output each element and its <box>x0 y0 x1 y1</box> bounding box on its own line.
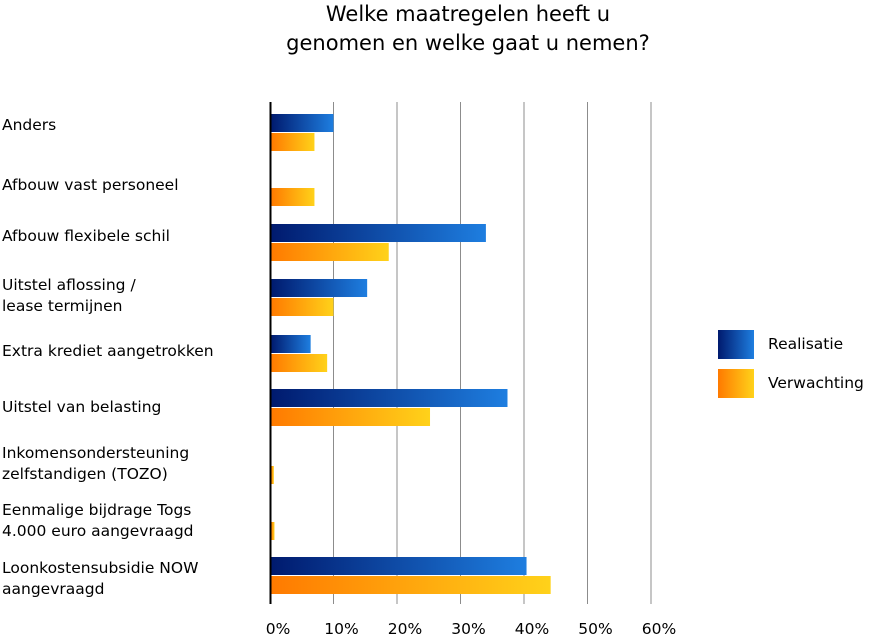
bar-verwachting <box>271 408 431 426</box>
bar-realisatie <box>271 224 486 242</box>
legend-label-realisatie: Realisatie <box>768 335 844 353</box>
category-label-uitstel-aflossing: Uitstel aflossing / lease termijnen <box>2 276 136 315</box>
legend-swatch-realisatie <box>718 329 754 359</box>
bars <box>271 114 551 594</box>
category-label-togs: Eenmalige bijdrage Togs 4.000 euro aange… <box>2 501 194 540</box>
bar-realisatie <box>271 557 527 575</box>
chart-title-line-2: genomen en welke gaat u nemen? <box>286 31 650 55</box>
x-tick-label: 60% <box>641 620 677 638</box>
x-tick-label: 10% <box>324 620 359 638</box>
x-tick-label: 20% <box>387 620 423 638</box>
x-tick-label: 0% <box>265 620 291 638</box>
bar-verwachting <box>271 188 315 206</box>
chart-title-line-1: Welke maatregelen heeft u <box>325 2 611 26</box>
x-tick-label: 40% <box>514 620 550 638</box>
x-tick-label: 50% <box>578 620 613 638</box>
bar-realisatie <box>271 114 334 132</box>
bar-verwachting <box>271 576 551 594</box>
x-tick-label: 30% <box>451 620 486 638</box>
bar-verwachting <box>271 466 274 484</box>
legend-item-realisatie: Realisatie <box>718 329 843 359</box>
bar-realisatie <box>271 389 508 407</box>
category-label-extra-krediet: Extra krediet aangetrokken <box>2 342 214 360</box>
bar-verwachting <box>271 298 334 316</box>
bar-verwachting <box>271 243 389 261</box>
legend-swatch-verwachting <box>718 368 754 398</box>
bar-realisatie <box>271 279 368 297</box>
category-label-uitstel-belasting: Uitstel van belasting <box>2 398 162 416</box>
category-label-afbouw-vast-personeel: Afbouw vast personeel <box>2 176 179 194</box>
category-label-anders: Anders <box>2 116 57 134</box>
category-label-afbouw-flexibele-schil: Afbouw flexibele schil <box>2 227 170 245</box>
bar-verwachting <box>271 522 275 540</box>
legend-label-verwachting: Verwachting <box>768 374 864 392</box>
bar-verwachting <box>271 133 315 151</box>
legend-item-verwachting: Verwachting <box>718 368 864 398</box>
category-label-now: Loonkostensubsidie NOW aangevraagd <box>2 559 199 598</box>
category-label-tozo: Inkomensondersteuning zelfstandigen (TOZ… <box>2 444 190 483</box>
bar-realisatie <box>271 335 311 353</box>
gridlines <box>333 102 652 604</box>
bar-verwachting <box>271 354 328 372</box>
